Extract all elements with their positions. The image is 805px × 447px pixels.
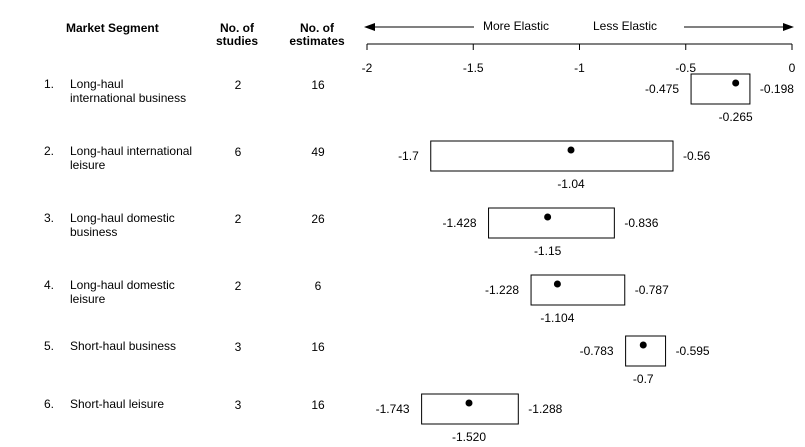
- low-label: -0.475: [645, 82, 679, 96]
- studies-header-line2: studies: [215, 34, 258, 48]
- row-studies: 2: [234, 78, 242, 92]
- high-label: -0.595: [676, 344, 710, 358]
- row-segment: Long-haul domestic business: [70, 211, 220, 239]
- row-segment-line: business: [70, 225, 118, 239]
- direction-arrows: More Elastic Less Elastic: [364, 19, 794, 33]
- high-label: -0.198: [760, 82, 794, 96]
- low-label: -1.428: [443, 216, 477, 230]
- less-elastic-arrowhead: [783, 23, 794, 31]
- segment-header: Market Segment: [66, 21, 159, 35]
- row-segment: Long-haul international leisure: [70, 144, 220, 172]
- row-segment-line: leisure: [70, 292, 106, 306]
- estimates-header-line2: estimates: [289, 34, 345, 48]
- range-box: [488, 207, 615, 239]
- row-estimates: 6: [314, 279, 322, 293]
- row-segment-line: Long-haul international: [70, 144, 193, 158]
- high-label: -0.56: [683, 149, 711, 163]
- median-label: -1.15: [534, 244, 562, 258]
- row-index: 1.: [44, 77, 55, 91]
- row-index: 4.: [44, 278, 55, 292]
- range-box: [421, 393, 519, 425]
- high-label: -1.288: [528, 402, 562, 416]
- row-estimates: 16: [311, 398, 325, 412]
- row-studies: 3: [234, 340, 242, 354]
- x-axis: -2 -1.5 -1 -0.5 0: [362, 43, 796, 75]
- median-dot: [567, 146, 575, 154]
- row-segment-line: Long-haul domestic: [70, 211, 175, 225]
- high-label: -0.787: [635, 283, 669, 297]
- low-label: -1.228: [485, 283, 519, 297]
- row-segment: Long-haul international business: [70, 77, 220, 105]
- row-segment-line: Long-haul domestic: [70, 278, 175, 292]
- axis-tick-label: -1.5: [463, 61, 484, 75]
- range-row: -1.228 -0.787 -1.104: [485, 274, 669, 325]
- median-dot: [639, 341, 647, 349]
- range-row: -1.743 -1.288 -1.520: [376, 393, 563, 444]
- more-elastic-arrowhead: [364, 23, 375, 31]
- axis-tick-label: -0.5: [675, 61, 696, 75]
- range-row: -0.783 -0.595 -0.7: [580, 335, 710, 386]
- range-box: [430, 140, 674, 172]
- row-segment-line: Short-haul leisure: [70, 397, 165, 411]
- range-marks: -0.475 -0.198 -0.265 -1.7 -0.56 -1.04 -1.428 -0…: [376, 73, 794, 444]
- row-index: 3.: [44, 211, 55, 225]
- axis-tick-label: -2: [362, 61, 373, 75]
- range-row: -0.475 -0.198 -0.265: [645, 73, 794, 124]
- more-elastic-label: More Elastic: [483, 19, 549, 33]
- row-index: 6.: [44, 397, 55, 411]
- median-label: -0.265: [719, 110, 753, 124]
- row-studies: 2: [234, 279, 242, 293]
- row-segment-line: leisure: [70, 158, 106, 172]
- row-segment: Long-haul domestic leisure: [70, 278, 220, 306]
- axis-tick-label: 0: [789, 61, 796, 75]
- row-estimates: 16: [311, 78, 325, 92]
- row-studies: 3: [234, 398, 242, 412]
- median-dot: [544, 213, 552, 221]
- axis-tick-label: -1: [574, 61, 585, 75]
- row-studies: 2: [234, 212, 242, 226]
- estimates-header: No. of estimates: [282, 22, 352, 48]
- row-index: 5.: [44, 339, 55, 353]
- row-studies: 6: [234, 145, 242, 159]
- row-estimates: 16: [311, 340, 325, 354]
- low-label: -0.783: [580, 344, 614, 358]
- low-label: -1.7: [398, 149, 419, 163]
- studies-header-line1: No. of: [220, 21, 254, 35]
- row-segment-line: international business: [70, 91, 187, 105]
- estimates-header-line1: No. of: [300, 21, 334, 35]
- row-segment: Short-haul business: [70, 339, 220, 353]
- row-segment-line: Short-haul business: [70, 339, 177, 353]
- row-estimates: 26: [311, 212, 325, 226]
- median-dot: [553, 280, 561, 288]
- median-dot: [465, 399, 473, 407]
- median-label: -1.520: [452, 430, 486, 444]
- high-label: -0.836: [624, 216, 658, 230]
- median-dot: [732, 79, 740, 87]
- median-label: -0.7: [633, 372, 654, 386]
- range-row: -1.7 -0.56 -1.04: [398, 140, 711, 191]
- row-estimates: 49: [311, 145, 325, 159]
- median-label: -1.104: [540, 311, 574, 325]
- low-label: -1.743: [376, 402, 410, 416]
- row-segment: Short-haul leisure: [70, 397, 220, 411]
- row-index: 2.: [44, 144, 55, 158]
- range-box: [625, 335, 667, 367]
- studies-header: No. of studies: [207, 22, 267, 48]
- range-row: -1.428 -0.836 -1.15: [443, 207, 659, 258]
- less-elastic-label: Less Elastic: [593, 19, 657, 33]
- range-box: [690, 73, 751, 105]
- row-segment-line: Long-haul: [70, 77, 124, 91]
- median-label: -1.04: [557, 177, 585, 191]
- range-box: [530, 274, 626, 306]
